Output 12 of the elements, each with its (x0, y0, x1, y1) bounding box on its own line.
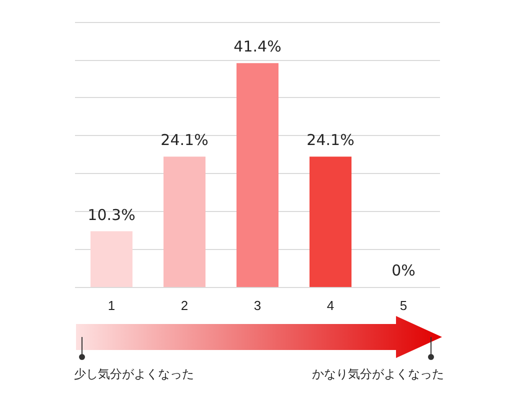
data-label: 41.4% (234, 38, 282, 56)
data-label: 0% (392, 262, 416, 280)
x-tick-label: 2 (180, 298, 188, 313)
x-tick-label: 5 (400, 298, 408, 313)
x-tick-label: 4 (326, 298, 334, 313)
text: 少し気分がよくなった (74, 366, 194, 383)
data-label: 10.3% (88, 206, 136, 224)
x-tick-label: 1 (108, 298, 116, 313)
data-label: 24.1% (306, 131, 354, 150)
x-tick-label: 3 (254, 298, 262, 313)
data-label: 24.1% (160, 131, 208, 150)
text: かなり気分がよくなった (312, 366, 444, 383)
